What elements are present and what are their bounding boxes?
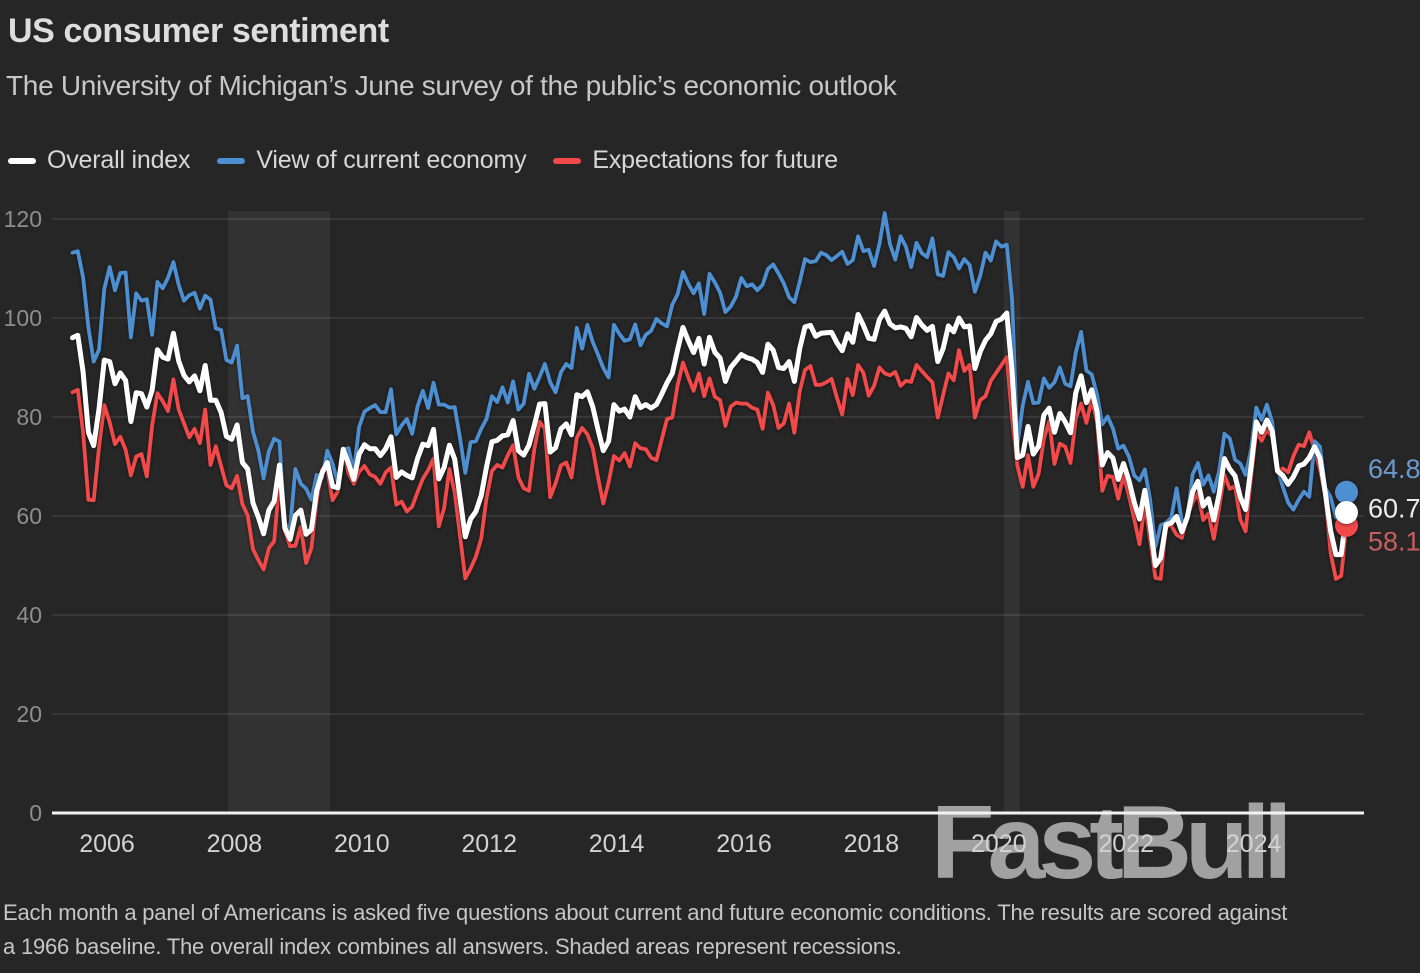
x-tick-label-2008: 2008 <box>207 830 263 858</box>
current-economy-swatch-icon <box>217 157 246 164</box>
end-dot-view-of-current-economy <box>1334 480 1358 504</box>
legend-item-current-economy: View of current economy <box>217 146 527 175</box>
y-tick-label-100: 100 <box>4 305 42 331</box>
footnote-line-1: Each month a panel of Americans is asked… <box>3 900 1288 925</box>
chart-footnote: Each month a panel of Americans is asked… <box>3 896 1287 963</box>
end-value-label-view-of-current-economy: 64.8 <box>1368 454 1420 484</box>
end-value-label-expectations-for-future: 58.1 <box>1368 526 1420 556</box>
x-tick-label-2014: 2014 <box>589 830 645 858</box>
end-dot-overall-index <box>1334 501 1358 525</box>
x-tick-label-2016: 2016 <box>716 830 772 858</box>
y-tick-label-60: 60 <box>16 503 42 529</box>
y-tick-label-80: 80 <box>16 404 42 430</box>
x-tick-label-2022: 2022 <box>1098 830 1154 858</box>
footnote-line-2: a 1966 baseline. The overall index combi… <box>3 933 902 959</box>
legend-label-current-economy: View of current economy <box>256 146 527 174</box>
fastbull-watermark: FastBull <box>931 785 1285 901</box>
legend-label-overall-index: Overall index <box>47 146 191 174</box>
legend-item-expectations: Expectations for future <box>553 146 838 175</box>
end-value-label-overall-index: 60.7 <box>1368 494 1420 524</box>
overall-index-swatch-icon <box>8 157 36 164</box>
x-tick-label-2024: 2024 <box>1226 830 1282 858</box>
y-tick-label-40: 40 <box>16 602 42 628</box>
expectations-swatch-icon <box>553 157 582 164</box>
x-tick-label-2010: 2010 <box>334 830 390 858</box>
chart-legend: Overall index View of current economy Ex… <box>8 146 838 175</box>
x-tick-label-2018: 2018 <box>844 830 900 858</box>
x-tick-label-2020: 2020 <box>971 830 1027 858</box>
y-tick-label-20: 20 <box>16 701 42 727</box>
x-tick-label-2006: 2006 <box>79 830 135 858</box>
chart-subtitle: The University of Michigan’s June survey… <box>6 70 897 101</box>
legend-item-overall-index: Overall index <box>8 146 191 175</box>
y-tick-label-0: 0 <box>29 800 42 826</box>
chart-title: US consumer sentiment <box>8 12 389 50</box>
y-tick-label-120: 120 <box>4 206 42 232</box>
x-tick-label-2012: 2012 <box>461 830 517 858</box>
legend-label-expectations: Expectations for future <box>592 146 838 174</box>
series-line-overall-index <box>70 308 1349 568</box>
